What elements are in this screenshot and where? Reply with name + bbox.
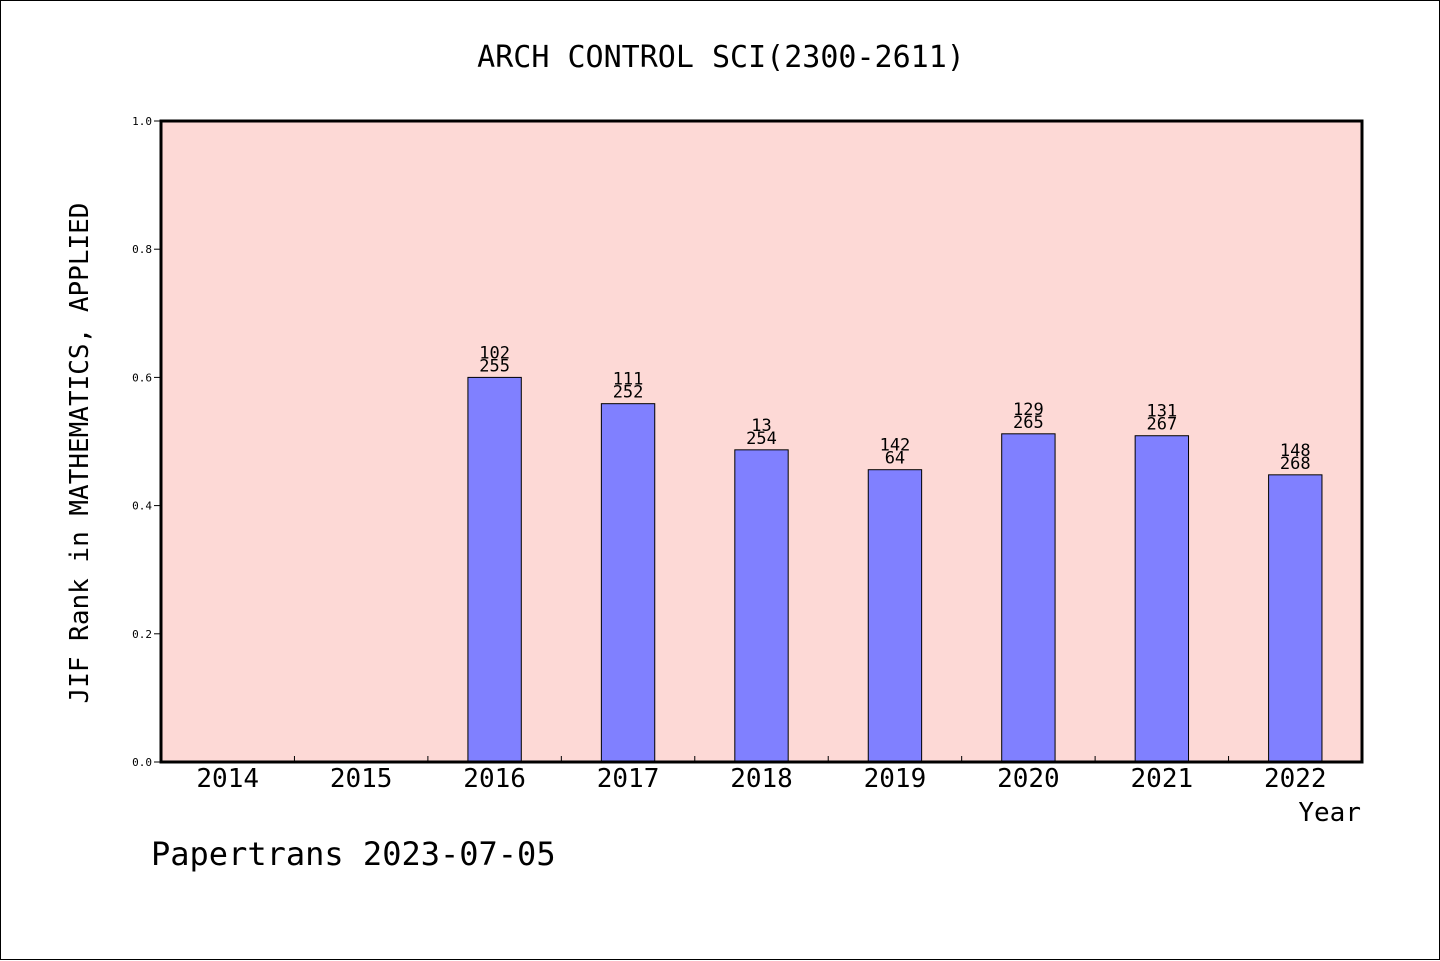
x-tick-label: 2018 (730, 764, 793, 794)
plot-area (159, 119, 1364, 764)
bars (467, 376, 1323, 763)
y-tick-label: 1.0 (132, 115, 152, 128)
y-tick-label: 0.6 (132, 371, 152, 384)
y-tick-label: 0.0 (132, 756, 152, 769)
bar-label-top: 102 (479, 343, 510, 363)
bar-label-top: 131 (1146, 402, 1177, 422)
y-axis: 0.0 0.2 0.4 0.6 0.8 1.0 (132, 115, 161, 769)
x-tick-label: 2016 (463, 764, 526, 794)
bar-2022 (1268, 474, 1323, 763)
bar-label-bottom: 64 (885, 449, 905, 469)
bar-label-bottom: 268 (1280, 454, 1311, 474)
y-tick-label: 0.8 (132, 243, 152, 256)
bar-2018 (734, 449, 789, 763)
bar-label-top: 148 (1280, 441, 1311, 461)
bar-label-bottom: 267 (1146, 415, 1177, 435)
y-tick-label: 0.4 (132, 500, 152, 513)
bar-label-top: 129 (1013, 400, 1044, 420)
x-axis-label: Year (1298, 798, 1361, 828)
x-tick-label: 2014 (196, 764, 259, 794)
bar-2021 (1134, 435, 1190, 763)
y-axis-label: JIF Rank in MATHEMATICS, APPLIED (65, 203, 95, 704)
x-tick-label: 2019 (864, 764, 927, 794)
chart-title: ARCH CONTROL SCI(2300-2611) (477, 40, 965, 75)
bar-label-bottom: 255 (479, 356, 510, 376)
x-tick-label: 2022 (1264, 764, 1327, 794)
bar-2020 (1001, 433, 1056, 763)
x-axis: 2014 2015 2016 2017 2018 2019 2020 2021 2022 (196, 756, 1327, 794)
x-tick-label: 2017 (597, 764, 660, 794)
y-tick-label: 0.2 (132, 628, 152, 641)
bar-2016 (467, 376, 522, 763)
x-tick-label: 2020 (997, 764, 1060, 794)
bar-label-bottom: 265 (1013, 413, 1044, 433)
bar-label-bottom: 252 (613, 383, 644, 403)
footer-credit: Papertrans 2023-07-05 (151, 835, 556, 873)
x-tick-label: 2015 (330, 764, 393, 794)
bar-label-bottom: 254 (746, 429, 777, 449)
bar-label-top: 111 (613, 370, 644, 390)
bar-2017 (600, 403, 656, 763)
x-tick-label: 2021 (1131, 764, 1194, 794)
bar-2019 (867, 469, 923, 763)
bar-label-top: 142 (880, 436, 911, 456)
bar-label-top: 13 (751, 416, 771, 436)
